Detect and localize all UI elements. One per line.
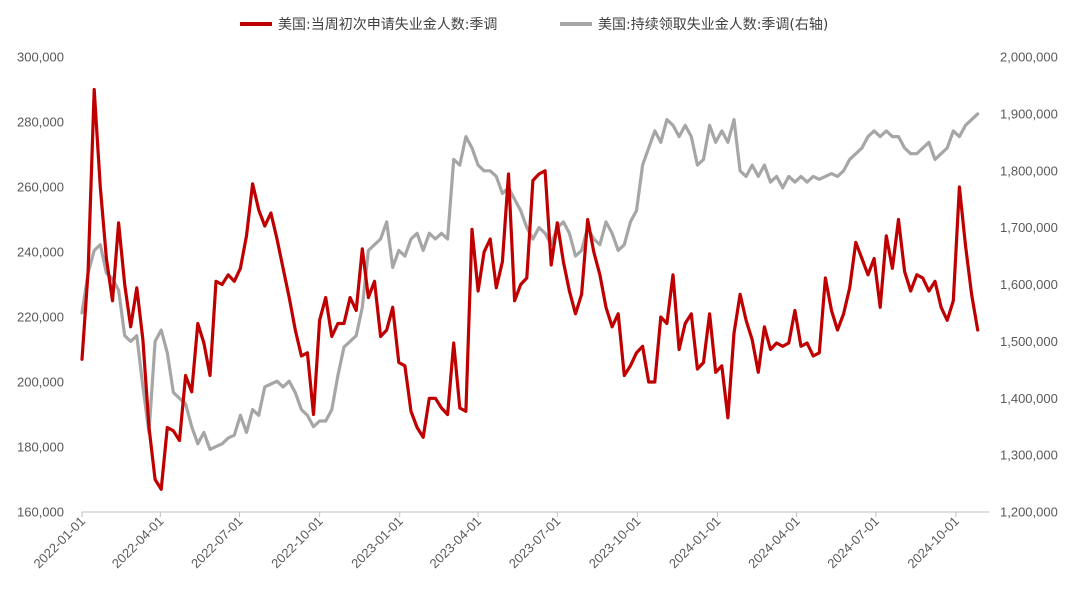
x-tick-label: 2023-04-01 <box>427 514 485 572</box>
y-right-tick-label: 1,700,000 <box>1000 220 1058 235</box>
axes: 160,000 180,000 200,000 220,000 240,000 260,0… <box>17 50 1058 572</box>
series-layer <box>80 87 980 491</box>
y-left-tick-label: 180,000 <box>17 440 64 455</box>
x-tick-label: 2023-10-01 <box>586 514 644 572</box>
x-tick-label: 2024-04-01 <box>745 514 803 572</box>
series-line-initial-claims <box>80 87 980 491</box>
y-right-tick-label: 1,800,000 <box>1000 163 1058 178</box>
legend-label-continuing-claims: 美国:持续领取失业金人数:季调(右轴) <box>598 16 828 33</box>
y-right-tick-label: 1,600,000 <box>1000 277 1058 292</box>
x-tick-label: 2022-10-01 <box>268 514 326 572</box>
y-right-tick-label: 1,500,000 <box>1000 334 1058 349</box>
x-tick-label: 2024-07-01 <box>824 514 882 572</box>
x-tick-label: 2023-07-01 <box>506 514 564 572</box>
x-tick-label: 2022-01-01 <box>30 514 88 572</box>
x-tick-label: 2022-07-01 <box>188 514 246 572</box>
y-left-tick-label: 160,000 <box>17 505 64 520</box>
y-left-tick-label: 300,000 <box>17 50 64 65</box>
y-left-tick-label: 240,000 <box>17 245 64 260</box>
x-tick-label: 2023-01-01 <box>348 514 406 572</box>
y-right-tick-label: 1,300,000 <box>1000 448 1058 463</box>
y-right-tick-label: 2,000,000 <box>1000 50 1058 65</box>
y-left-tick-label: 280,000 <box>17 115 64 130</box>
y-right-tick-label: 1,200,000 <box>1000 505 1058 520</box>
y-right-tick-label: 1,400,000 <box>1000 391 1058 406</box>
y-right-tick-label: 1,900,000 <box>1000 106 1058 121</box>
x-tick-label: 2022-04-01 <box>109 514 167 572</box>
x-tick-label: 2024-10-01 <box>904 514 962 572</box>
x-tick-label: 2024-01-01 <box>666 514 724 572</box>
y-left-tick-label: 220,000 <box>17 310 64 325</box>
legend-label-initial-claims: 美国:当周初次申请失业金人数:季调 <box>278 16 497 33</box>
y-left-tick-label: 200,000 <box>17 375 64 390</box>
y-left-tick-label: 260,000 <box>17 180 64 195</box>
legend: 美国:当周初次申请失业金人数:季调 美国:持续领取失业金人数:季调(右轴) <box>240 16 828 33</box>
